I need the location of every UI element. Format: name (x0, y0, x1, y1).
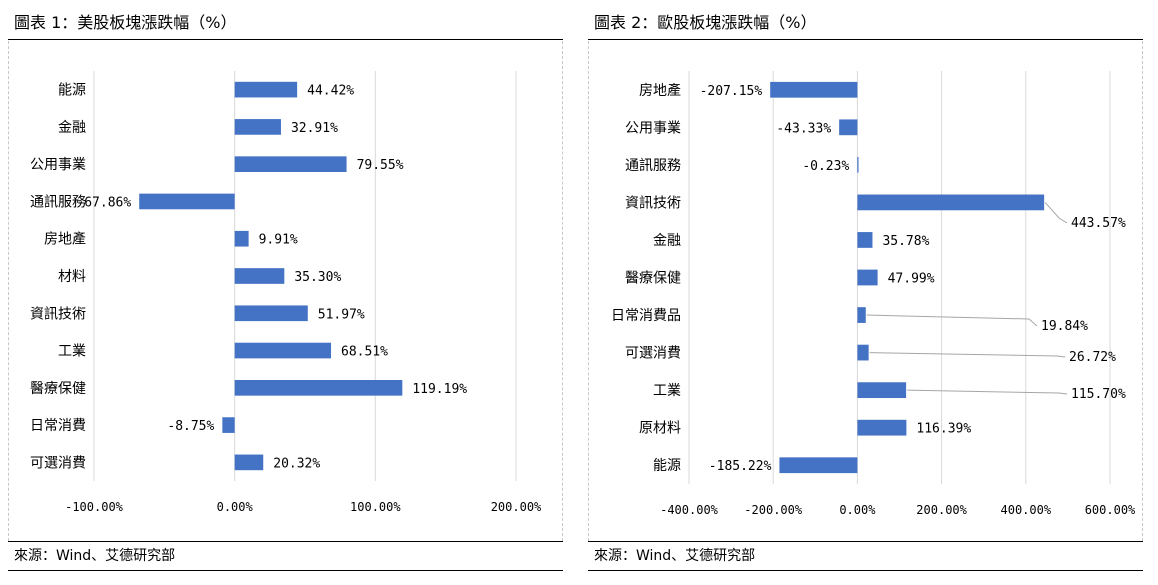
bar (839, 119, 858, 136)
category-label: 醫療保健 (30, 380, 86, 397)
category-label: 房地產 (639, 82, 681, 99)
left-chart-source: 來源：Wind、艾德研究部 (8, 541, 563, 571)
bar (234, 119, 281, 135)
x-tick-label: 0.00% (217, 500, 254, 514)
x-tick-label: -100.00% (65, 500, 124, 514)
data-label: 68.51% (341, 345, 388, 360)
bar (779, 457, 858, 474)
data-label: 20.32% (273, 456, 320, 471)
x-tick-label: -400.00% (660, 503, 719, 517)
category-label: 原材料 (639, 421, 681, 437)
data-label: 35.78% (882, 234, 929, 249)
leader-line (1044, 202, 1068, 224)
category-label: 能源 (653, 458, 681, 474)
x-tick-label: 600.00% (1085, 503, 1136, 517)
category-label: 可選消費 (625, 346, 681, 362)
bar (139, 193, 235, 210)
category-label: 通訊服務 (625, 158, 681, 174)
category-label: 日常消費 (30, 418, 86, 434)
bar (234, 230, 249, 247)
data-label: 19.84% (1041, 319, 1088, 334)
data-label: 35.30% (294, 270, 341, 285)
data-label: 116.39% (916, 422, 971, 437)
category-label: 金融 (58, 120, 86, 136)
bar (770, 81, 858, 98)
bar (857, 232, 873, 248)
x-tick-label: 100.00% (350, 500, 401, 514)
category-label: 日常消費品 (611, 308, 681, 324)
category-label: 資訊技術 (30, 306, 86, 322)
data-label: 119.19% (412, 382, 467, 397)
category-label: 公用事業 (30, 157, 86, 173)
bar (857, 307, 866, 323)
category-label: 醫療保健 (625, 270, 681, 287)
bar (234, 342, 332, 359)
category-label: 工業 (653, 383, 681, 399)
category-label: 工業 (58, 344, 86, 360)
data-label: -0.23% (802, 159, 849, 174)
bar (857, 156, 859, 173)
data-label: 115.70% (1071, 387, 1126, 402)
bar (234, 156, 347, 173)
right-bar-chart: -400.00% -200.00% 0.00% 200.00% 400.00% 600.0… (611, 71, 1136, 517)
data-label: -8.75% (167, 419, 214, 434)
data-label: -185.22% (709, 459, 772, 474)
leader-line (869, 352, 1066, 358)
bar (857, 419, 907, 436)
bar (234, 379, 403, 396)
category-label: 可選消費 (30, 455, 86, 471)
data-label: 79.55% (357, 158, 404, 173)
right-chart-panel: 圖表 2：歐股板塊漲跌幅（%） -400.00% -200.00% 0.00% 200… (588, 6, 1143, 572)
category-label: 資訊技術 (625, 195, 681, 211)
x-tick-label: -200.00% (744, 503, 803, 517)
x-tick-label: 0.00% (839, 503, 876, 517)
data-label: 47.99% (888, 272, 935, 287)
bar (234, 81, 298, 98)
data-label: 44.42% (307, 84, 354, 99)
category-label: 材料 (58, 269, 86, 285)
bar (857, 194, 1045, 211)
right-chart-title: 圖表 2：歐股板塊漲跌幅（%） (588, 6, 1143, 40)
data-label: 51.97% (318, 307, 365, 322)
category-label: 金融 (653, 233, 681, 249)
data-label: 26.72% (1069, 350, 1116, 365)
data-label: -43.33% (776, 121, 831, 136)
left-plot-area: -100.00% 0.00% 100.00% 200.00% 能源 44.42% 金融 32.… (8, 41, 563, 541)
bar (857, 382, 907, 399)
category-label: 能源 (58, 83, 86, 99)
data-label: 443.57% (1071, 216, 1126, 231)
bar (234, 454, 264, 471)
category-label: 通訊服務 (30, 194, 86, 210)
x-tick-label: 200.00% (916, 503, 967, 517)
x-tick-label: 200.00% (491, 500, 542, 514)
leader-line (866, 314, 1038, 327)
left-chart-panel: 圖表 1：美股板塊漲跌幅（%） -100.00% 0.00% 100.00% 200.… (8, 6, 563, 572)
bar (234, 305, 308, 322)
x-tick-label: 400.00% (1001, 503, 1052, 517)
data-label: 9.91% (259, 233, 298, 248)
category-label: 房地產 (44, 231, 86, 248)
bar (234, 268, 285, 284)
bar (222, 417, 235, 433)
right-plot-area: -400.00% -200.00% 0.00% 200.00% 400.00% 600.0… (588, 41, 1143, 541)
bar (857, 344, 869, 361)
right-chart-source: 來源：Wind、艾德研究部 (588, 541, 1143, 571)
data-label: -207.15% (700, 84, 763, 99)
left-chart-title: 圖表 1：美股板塊漲跌幅（%） (8, 6, 563, 40)
leader-line (907, 389, 1068, 395)
data-label: -67.86% (76, 195, 131, 210)
data-label: 32.91% (291, 121, 338, 136)
left-bar-chart: -100.00% 0.00% 100.00% 200.00% 能源 44.42% 金融 32.… (30, 71, 542, 514)
bar (857, 269, 878, 286)
category-label: 公用事業 (625, 120, 681, 136)
